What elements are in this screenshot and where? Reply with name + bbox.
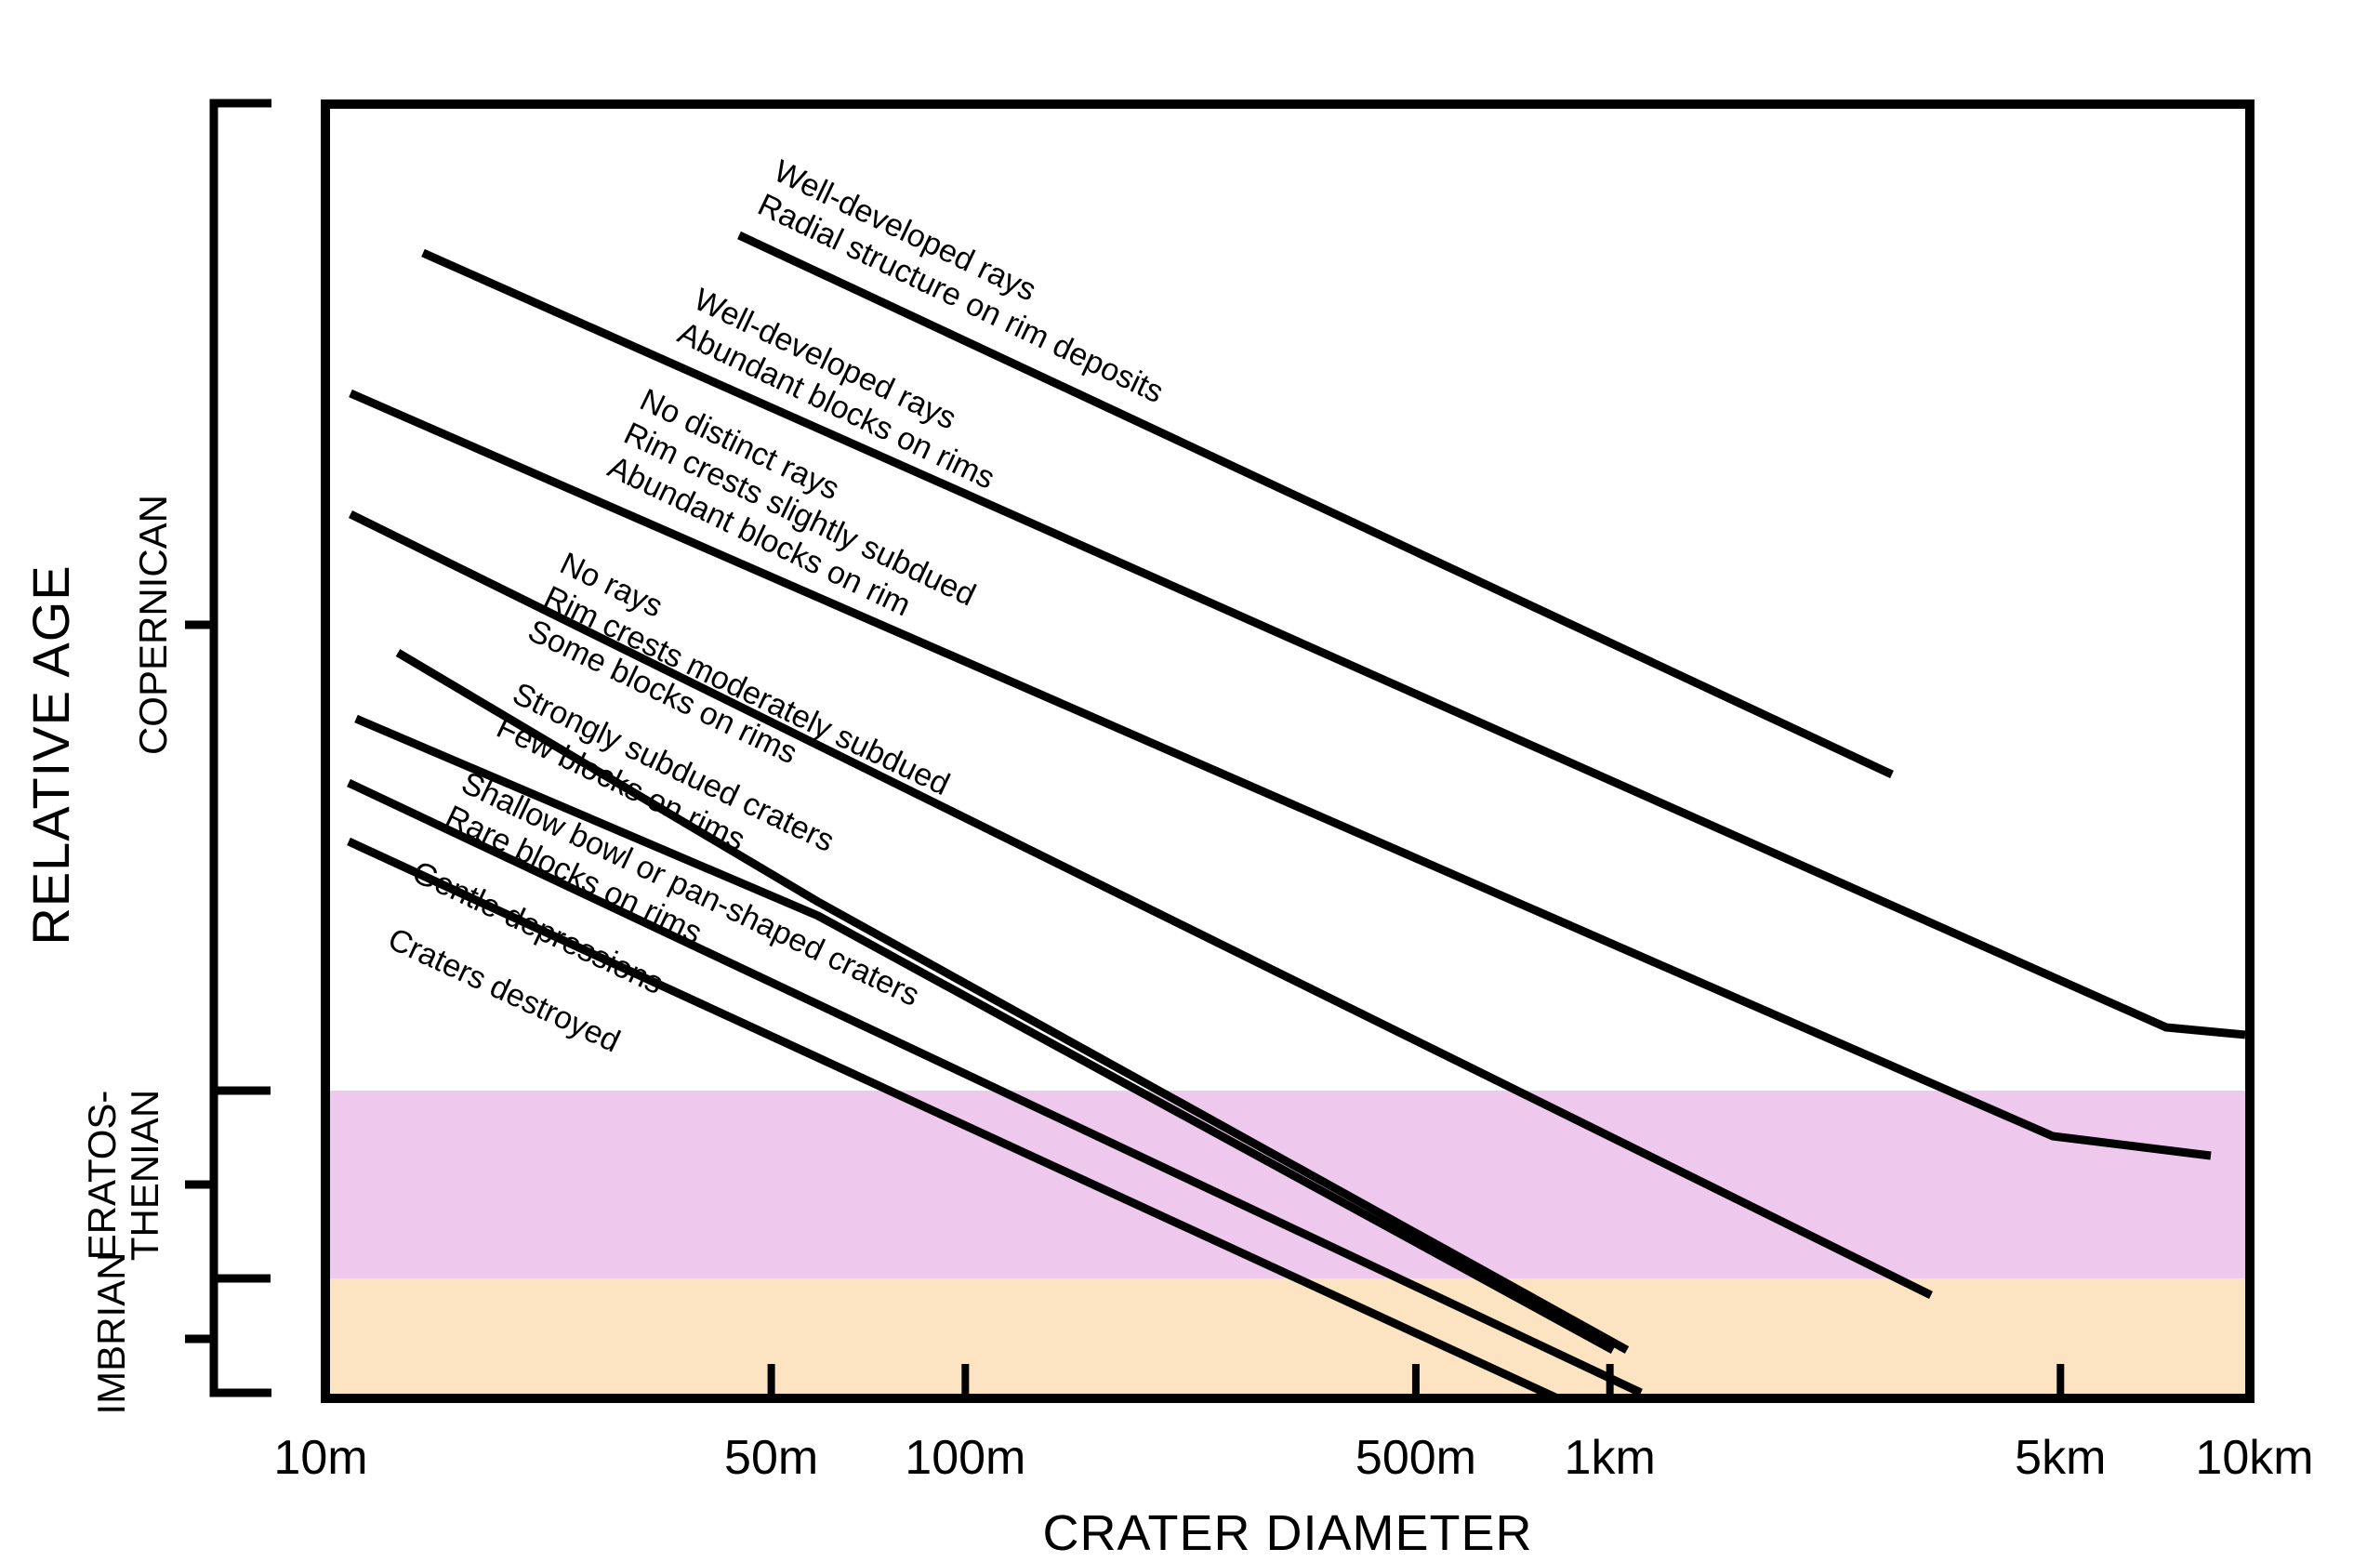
period-label-copernican: COPERNICAN [131, 494, 175, 756]
y-axis-title: RELATIVE AGE [21, 564, 80, 946]
x-tick-label: 500m [1355, 1431, 1476, 1485]
x-tick-label: 10m [273, 1431, 367, 1485]
x-tick-label: 100m [905, 1431, 1025, 1485]
degradation-line [347, 837, 1557, 1402]
plot-border [321, 99, 2254, 1403]
degradation-line [395, 649, 1630, 1354]
degradation-line [737, 231, 1894, 779]
era-band-imbrian [325, 1278, 2250, 1398]
age-bracket [209, 99, 271, 1397]
degradation-line [347, 778, 1643, 1397]
period-label-imbrian: IMBRIAN [89, 1251, 133, 1415]
degradation-line [421, 248, 2246, 1039]
x-tick-label: 1km [1565, 1431, 1656, 1485]
x-tick-label: 10km [2195, 1431, 2313, 1485]
degradation-line [349, 389, 2212, 1160]
era-band-eratosthenian [325, 1091, 2250, 1278]
degradation-line [349, 510, 1933, 1300]
x-tick-label: 5km [2015, 1431, 2106, 1485]
x-tick-label: 50m [724, 1431, 818, 1485]
x-axis-title: CRATER DIAMETER [1042, 1505, 1533, 1561]
degradation-line [354, 714, 1616, 1354]
